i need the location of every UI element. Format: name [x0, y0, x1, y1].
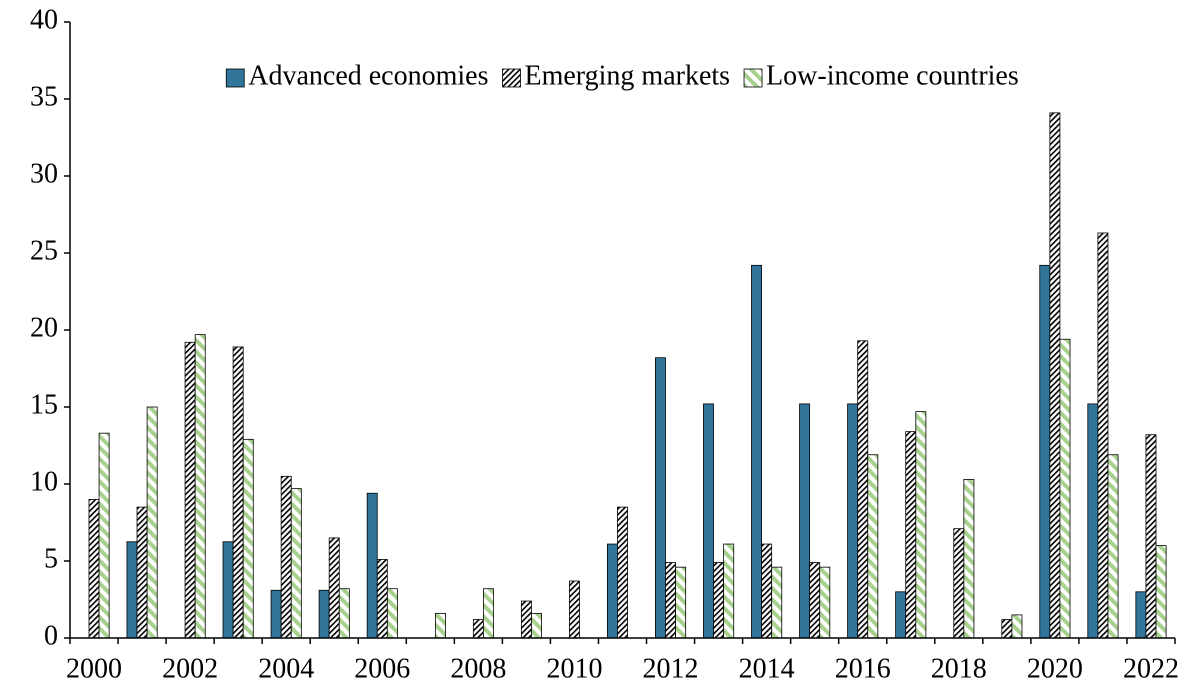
x-tick-label: 2014	[739, 653, 795, 684]
legend-label: Advanced economies	[248, 60, 488, 91]
x-tick-label: 2006	[354, 653, 410, 684]
bar	[232, 346, 244, 639]
x-tick-label: 2020	[1027, 653, 1083, 684]
bar	[915, 411, 927, 639]
bar	[126, 541, 138, 639]
bar	[751, 264, 762, 639]
bar	[819, 566, 831, 639]
x-tick-label: 2022	[1123, 653, 1179, 684]
bar	[713, 562, 725, 639]
bar	[1135, 591, 1147, 639]
bar	[905, 431, 917, 639]
bar	[1145, 434, 1157, 639]
legend-label: Low-income countries	[766, 60, 1019, 91]
y-tick-label: 0	[44, 620, 58, 651]
x-tick-label: 2012	[643, 653, 699, 684]
bar	[270, 589, 282, 639]
y-tick-label: 25	[30, 235, 58, 266]
legend-swatch	[743, 68, 763, 88]
bar	[963, 478, 975, 639]
bar	[520, 600, 532, 639]
bar	[847, 403, 859, 639]
bar	[1087, 403, 1099, 639]
bar	[1059, 338, 1071, 639]
bar	[194, 334, 206, 639]
bar	[136, 506, 148, 639]
bar	[242, 438, 254, 639]
bar	[771, 566, 783, 639]
bar	[867, 454, 879, 639]
bar	[184, 341, 196, 639]
bar	[483, 588, 494, 639]
y-tick-label: 5	[44, 543, 58, 574]
y-tick-label: 30	[30, 158, 58, 189]
x-tick-label: 2016	[835, 653, 891, 684]
bar	[472, 619, 484, 639]
bar	[703, 403, 714, 639]
legend-swatch	[502, 68, 521, 88]
y-tick-label: 20	[30, 312, 58, 343]
bar	[1097, 232, 1109, 639]
bar	[280, 475, 292, 639]
y-tick-label: 35	[30, 81, 58, 112]
legend-label: Emerging markets	[525, 60, 731, 91]
bar	[318, 589, 330, 639]
x-tick-label: 2004	[258, 653, 314, 684]
bar	[1107, 454, 1119, 639]
bar	[290, 488, 302, 639]
bar	[222, 541, 234, 639]
bar	[675, 566, 687, 639]
bar	[338, 588, 350, 639]
bar	[1049, 112, 1061, 639]
bar	[761, 543, 773, 639]
y-tick-label: 15	[30, 389, 58, 420]
bar	[617, 506, 628, 639]
bar	[723, 543, 735, 639]
x-tick-label: 2008	[450, 653, 506, 684]
bar	[1001, 619, 1013, 639]
bar	[98, 432, 110, 639]
bar	[953, 528, 965, 639]
x-tick-label: 2000	[66, 653, 122, 684]
bar	[1011, 614, 1023, 639]
legend: Advanced economies Emerging markets Low-in…	[225, 60, 1019, 91]
x-tick-label: 2002	[162, 653, 218, 684]
bar	[799, 403, 811, 639]
bar	[146, 406, 158, 639]
bar	[895, 591, 907, 639]
bar	[366, 492, 378, 639]
x-tick-label: 2010	[546, 653, 602, 684]
bar	[386, 588, 398, 639]
y-tick-label: 40	[30, 4, 58, 35]
bar	[434, 612, 446, 639]
bar	[88, 498, 100, 639]
bar	[857, 340, 869, 639]
y-tick-label: 10	[30, 466, 58, 497]
bar	[376, 559, 388, 639]
bar	[655, 357, 666, 639]
bar	[1039, 264, 1051, 639]
legend-swatch	[225, 68, 245, 88]
bar	[1155, 545, 1167, 639]
x-tick-label: 2018	[931, 653, 987, 684]
bar	[569, 580, 580, 639]
bar	[531, 612, 542, 639]
bar	[328, 537, 340, 639]
bar	[606, 543, 618, 639]
bar	[809, 562, 821, 639]
bar	[665, 562, 676, 639]
